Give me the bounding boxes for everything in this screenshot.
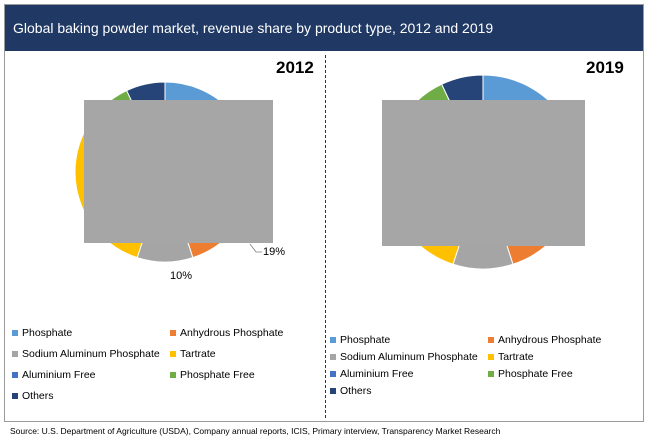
legend-label: Sodium Aluminum Phosphate (22, 348, 160, 360)
legend-item-others: Others (12, 390, 54, 402)
leader-line-anhydrous-phosphate (249, 243, 262, 253)
legend-item-phosphate-free: Phosphate Free (488, 368, 573, 380)
legend-swatch (488, 371, 494, 377)
legend-item-tartrate: Tartrate (170, 348, 216, 360)
legend-item-sodium-aluminum-phosphate: Sodium Aluminum Phosphate (330, 351, 478, 363)
title-bar: Global baking powder market, revenue sha… (5, 5, 643, 51)
legend-swatch (488, 354, 494, 360)
legend-item-tartrate: Tartrate (488, 351, 534, 363)
legend-item-anhydrous-phosphate: Anhydrous Phosphate (488, 334, 601, 346)
legend-item-phosphate-free: Phosphate Free (170, 369, 255, 381)
legend-swatch (170, 372, 176, 378)
year-label-2012: 2012 (276, 58, 314, 77)
legend-label: Tartrate (180, 348, 216, 360)
legend-label: Tartrate (498, 351, 534, 363)
legend-item-others: Others (330, 385, 372, 397)
legend-item-aluminium-free: Aluminium Free (330, 368, 414, 380)
source-note: Source: U.S. Department of Agriculture (… (10, 426, 501, 436)
legend-swatch (330, 337, 336, 343)
legend-item-sodium-aluminum-phosphate: Sodium Aluminum Phosphate (12, 348, 160, 360)
legend-swatch (488, 337, 494, 343)
legend-label: Phosphate Free (498, 368, 573, 380)
legend-label: Others (22, 390, 54, 402)
legend-swatch (170, 351, 176, 357)
legend-swatch (12, 393, 18, 399)
legend-label: Anhydrous Phosphate (180, 327, 284, 339)
panel-divider (325, 55, 326, 418)
data-label-anhydrous-phosphate: 19% (263, 246, 285, 258)
legend-swatch (170, 330, 176, 336)
year-label-2019: 2019 (586, 58, 624, 77)
chart-title: Global baking powder market, revenue sha… (13, 20, 494, 36)
legend-label: Anhydrous Phosphate (498, 334, 602, 346)
legend-label: Sodium Aluminum Phosphate (340, 351, 478, 363)
legend-item-anhydrous-phosphate: Anhydrous Phosphate (170, 327, 283, 339)
legend-label: Phosphate (340, 334, 391, 346)
grey-overlay-2019 (382, 100, 585, 246)
legend-swatch (12, 330, 18, 336)
legend-swatch (12, 372, 18, 378)
legend-label: Phosphate Free (180, 369, 255, 381)
data-labels-2012: 19% 10% (170, 243, 285, 282)
data-label-sodium-aluminum-phosphate: 10% (170, 270, 192, 282)
legend-swatch (330, 354, 336, 360)
legend-swatch (330, 371, 336, 377)
legend-swatch (330, 388, 336, 394)
legend-label: Others (340, 385, 372, 397)
legend-label: Aluminium Free (340, 368, 414, 380)
legend-swatch (12, 351, 18, 357)
legend-label: Phosphate (22, 327, 73, 339)
legend-item-aluminium-free: Aluminium Free (12, 369, 96, 381)
legend-item-phosphate: Phosphate (330, 334, 390, 346)
grey-overlay-2012 (84, 100, 273, 243)
legend-item-phosphate: Phosphate (12, 327, 72, 339)
legend-label: Aluminium Free (22, 369, 96, 381)
